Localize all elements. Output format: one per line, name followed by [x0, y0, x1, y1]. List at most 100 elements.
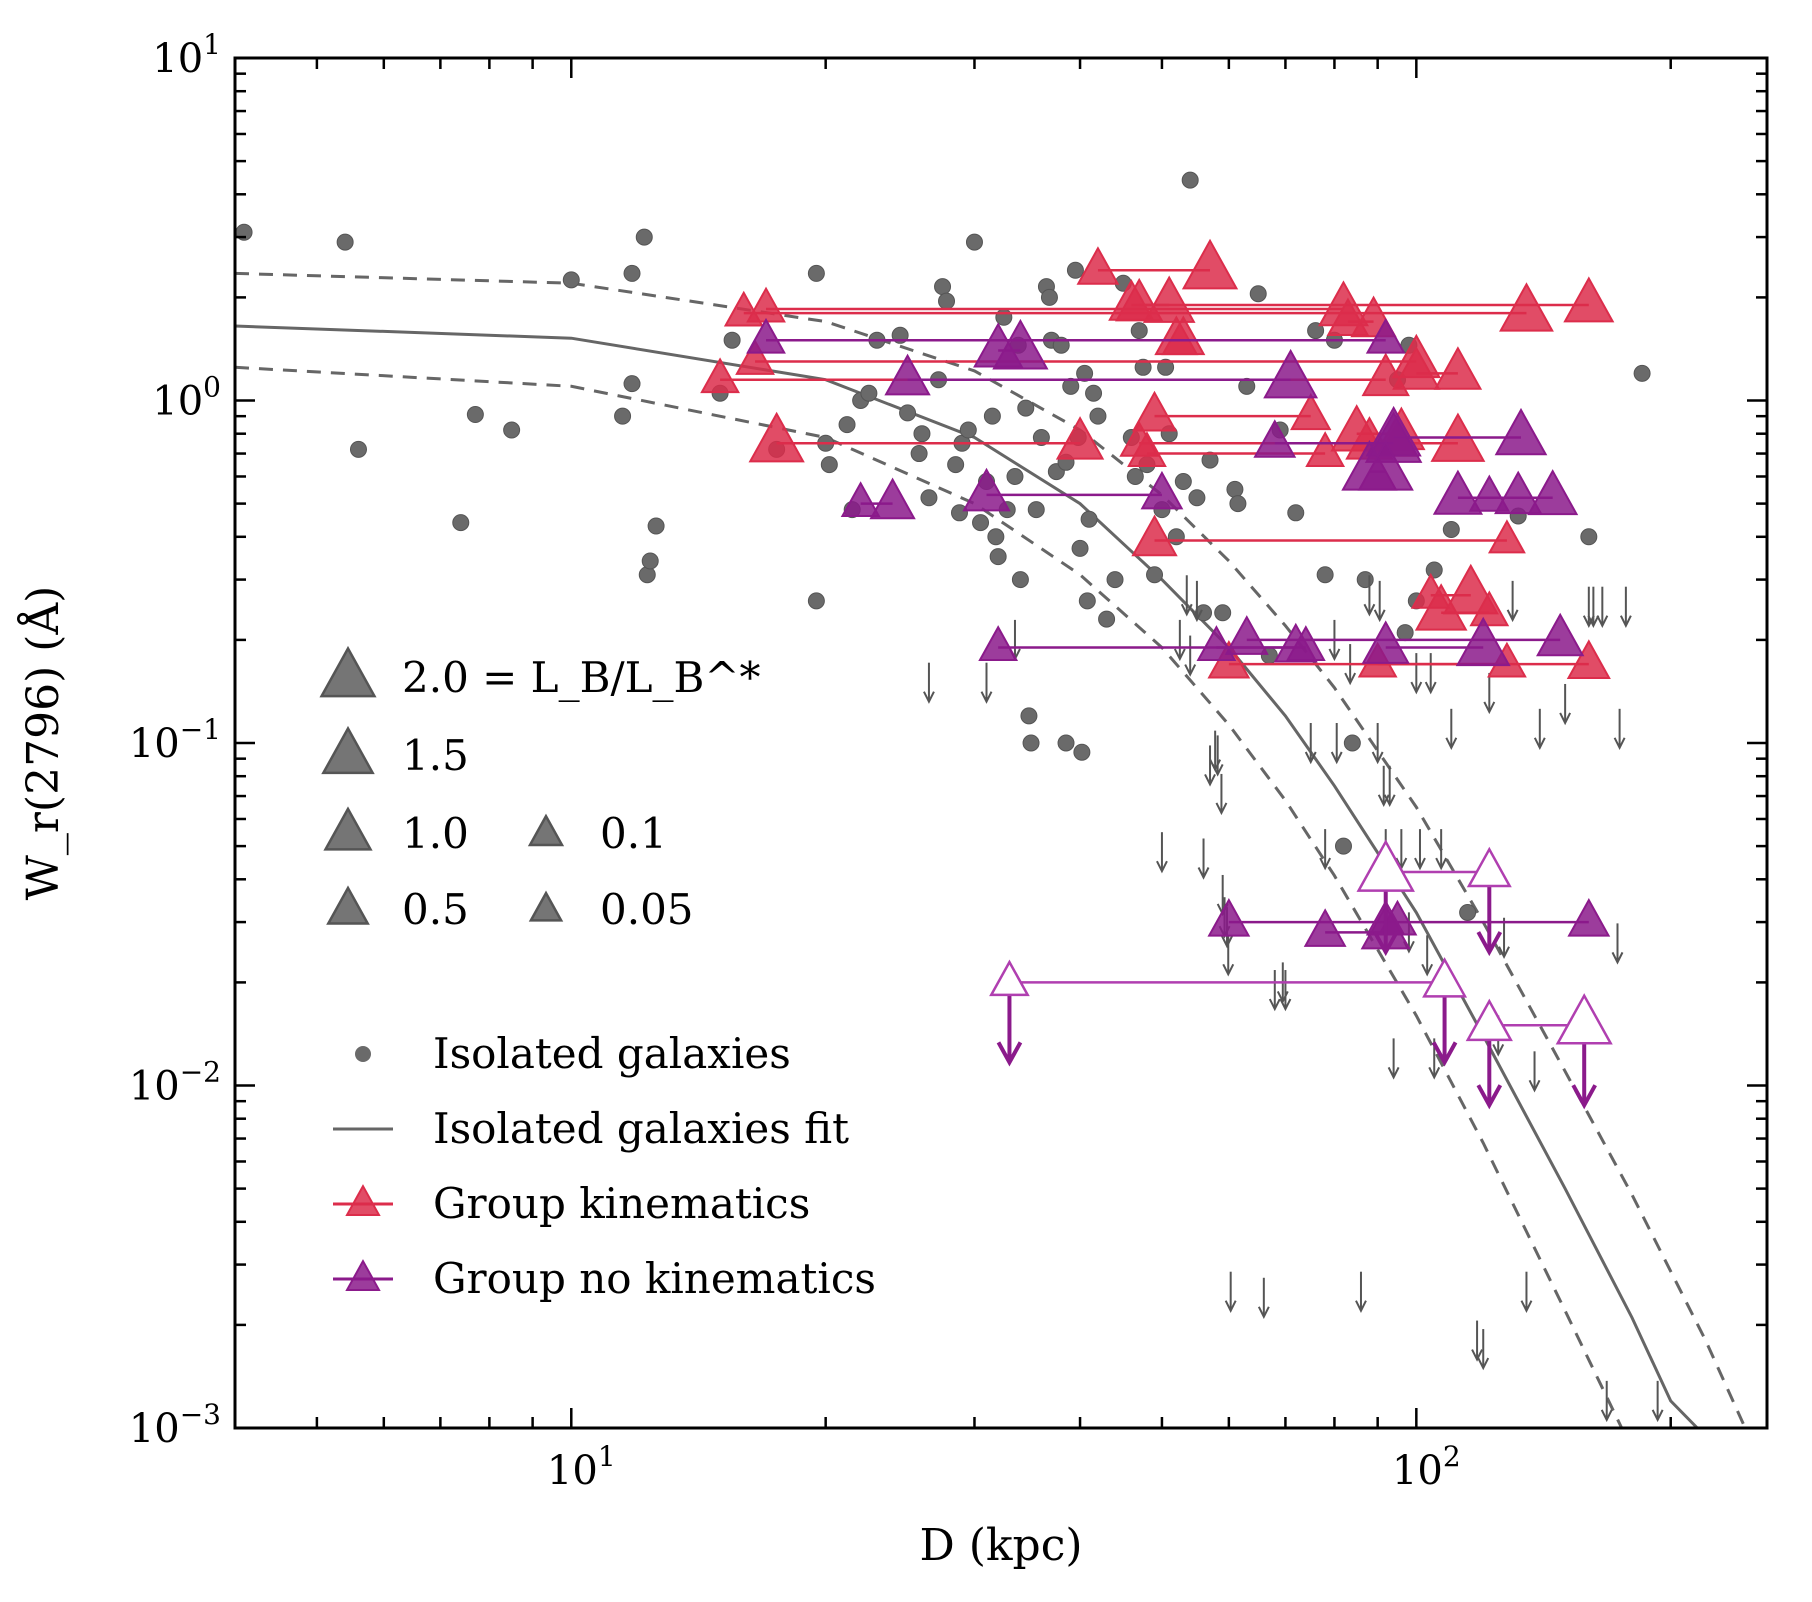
- upper-limit-head: [1197, 867, 1210, 880]
- upper-limit-head: [1619, 615, 1632, 628]
- group-galaxy-triangle: [1253, 419, 1297, 458]
- upper-limit-head: [1424, 681, 1437, 695]
- isolated-upper-limit: [1613, 708, 1626, 751]
- isolated-galaxy-point: [641, 552, 659, 570]
- group-no-kinematics-pair: [973, 318, 1049, 370]
- isolated-galaxy-point: [1146, 566, 1164, 584]
- upper-limit-head: [1304, 751, 1317, 765]
- group-upper-limit-head: [1431, 1041, 1458, 1067]
- group-galaxy-open-triangle: [989, 959, 1030, 997]
- group-galaxy-open-triangle: [1466, 846, 1512, 888]
- upper-limit-head: [1221, 935, 1233, 949]
- isolated-galaxy-point: [1580, 528, 1598, 546]
- group-galaxy-open-triangle: [1422, 957, 1468, 998]
- isolated-upper-limit: [1528, 1051, 1541, 1093]
- legend-marker-triangle: [345, 1259, 381, 1291]
- group-galaxy-triangle: [1131, 390, 1178, 432]
- isolated-upper-limit: [1373, 580, 1386, 623]
- upper-limit-head: [1191, 609, 1203, 623]
- group-galaxy-triangle: [1494, 407, 1548, 456]
- isolated-upper-limit: [1211, 735, 1224, 777]
- isolated-galaxy-point: [1188, 489, 1206, 507]
- fit-lower-bound: [235, 365, 1624, 1428]
- upper-limit-head: [1156, 860, 1168, 874]
- upper-limit-head: [1528, 1079, 1541, 1093]
- isolated-galaxy-point: [1085, 384, 1103, 402]
- group-galaxy-triangle: [962, 467, 1011, 512]
- isolated-galaxy-point: [1442, 521, 1460, 539]
- isolated-galaxy-point: [934, 278, 952, 296]
- isolated-galaxy-point: [1022, 734, 1040, 752]
- isolated-galaxy-point: [1181, 171, 1199, 189]
- legend-label: Group kinematics: [433, 1179, 810, 1228]
- isolated-upper-limit: [1421, 935, 1434, 977]
- isolated-galaxy-point: [950, 504, 968, 522]
- isolated-upper-limit: [1173, 619, 1186, 662]
- isolated-galaxy-point: [1066, 261, 1084, 279]
- isolated-galaxy-point: [899, 404, 917, 422]
- legend-marker-triangle: [345, 1184, 381, 1216]
- isolated-galaxy-point: [562, 271, 580, 289]
- isolated-upper-limit: [1559, 683, 1572, 726]
- isolated-galaxy-point: [349, 440, 367, 458]
- size-legend-label: 0.05: [600, 885, 694, 934]
- tick-label-exponent: −2: [180, 1056, 221, 1089]
- isolated-upper-limit: [1611, 923, 1624, 965]
- isolated-upper-limit: [1224, 1271, 1237, 1313]
- upper-limit-head: [1330, 751, 1343, 765]
- group-galaxy-triangle: [723, 290, 764, 327]
- isolated-upper-limit: [1600, 1380, 1613, 1423]
- upper-limit-head: [1435, 857, 1448, 871]
- isolated-galaxy-point: [965, 233, 983, 251]
- group-kinematics-pair: [1414, 583, 1510, 631]
- isolated-galaxy-point: [1249, 285, 1267, 303]
- isolated-galaxy-point: [1073, 743, 1091, 761]
- isolated-upper-limit: [1197, 838, 1210, 880]
- isolated-galaxy-point: [1425, 561, 1443, 579]
- isolated-galaxy-point: [638, 566, 656, 584]
- y-tick-label: 100: [152, 371, 221, 425]
- group-no-kinematics-pair: [1365, 405, 1548, 457]
- group-galaxy-triangle: [1567, 898, 1611, 937]
- group-galaxy-triangle: [1566, 639, 1611, 679]
- isolated-galaxy-point: [1071, 539, 1089, 557]
- group-no-kinematics-pair: [884, 348, 1319, 399]
- legend-label: Isolated galaxies fit: [433, 1104, 849, 1153]
- size-legend-triangle: [326, 885, 370, 925]
- isolated-galaxy-point: [1238, 377, 1256, 395]
- group-kinematics-pair: [1127, 431, 1346, 468]
- upper-limit-head: [1520, 1300, 1533, 1313]
- isolated-upper-limit: [1304, 723, 1317, 765]
- upper-limit-head: [1506, 609, 1519, 623]
- upper-limit-head: [1651, 1409, 1664, 1423]
- isolated-galaxy-point: [1027, 501, 1045, 519]
- upper-limit-head: [1483, 701, 1496, 715]
- upper-limit-head: [1363, 603, 1376, 617]
- size-legend-label: 1.5: [402, 731, 469, 780]
- group-galaxy-triangle: [1131, 514, 1178, 557]
- upper-limit-head: [1477, 1357, 1490, 1371]
- upper-limit-head: [1492, 1044, 1505, 1057]
- isolated-galaxy-point: [1167, 528, 1185, 546]
- group-galaxy-triangle: [735, 339, 775, 375]
- group-galaxy-triangle: [1055, 416, 1105, 460]
- isolated-upper-limit: [980, 662, 993, 704]
- upper-limit-head: [1471, 1349, 1483, 1362]
- isolated-upper-limit: [1410, 653, 1423, 695]
- group-kinematics-pair: [1154, 315, 1206, 356]
- isolated-galaxy-point: [466, 406, 484, 424]
- tick-label-exponent: 1: [598, 1440, 616, 1473]
- upper-limit-head: [1611, 951, 1624, 965]
- legend-entry: Isolated galaxies: [355, 1029, 791, 1078]
- isolated-galaxy-point: [723, 331, 741, 349]
- isolated-galaxy-point: [1011, 571, 1029, 589]
- isolated-upper-limit: [1520, 1271, 1533, 1313]
- group-galaxy-triangle: [1303, 908, 1347, 947]
- upper-limit-head: [1428, 1066, 1441, 1080]
- tick-label-exponent: 0: [203, 371, 221, 404]
- group-galaxy-triangle: [1224, 615, 1269, 655]
- size-legend-triangle: [323, 806, 373, 851]
- group-upper-limit-pair: [989, 957, 1468, 1067]
